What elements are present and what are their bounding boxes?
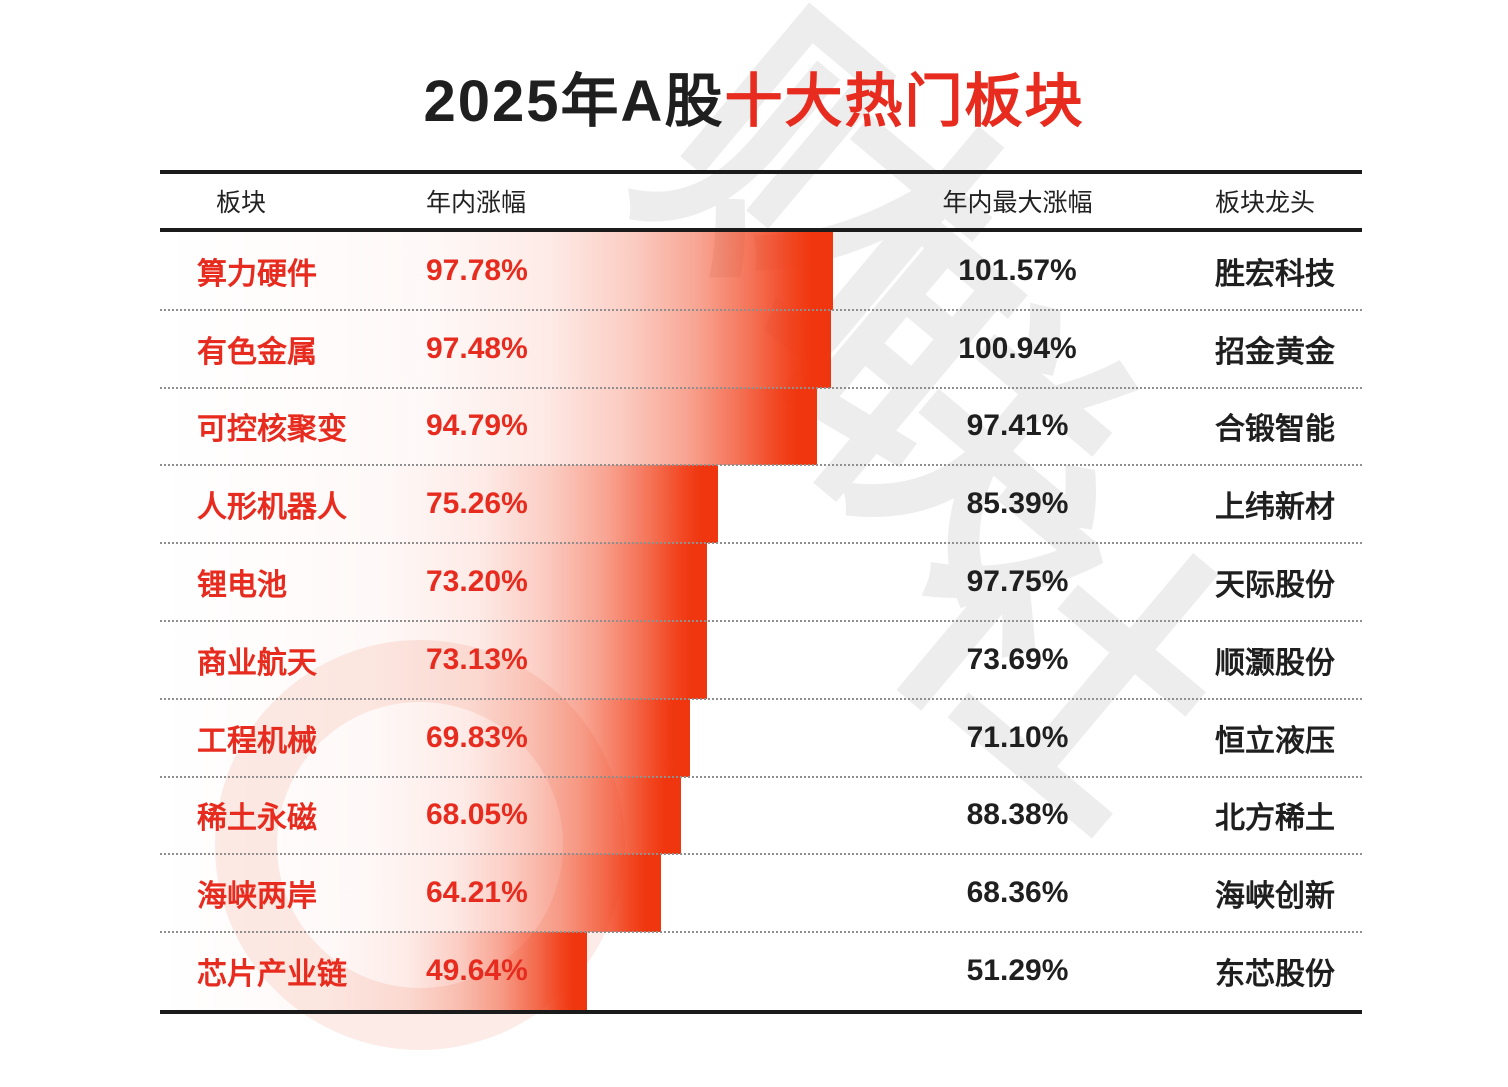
table-row: 人形机器人 75.26% 85.39% 上纬新材	[160, 465, 1362, 544]
sector-table: 板块 年内涨幅 年内最大涨幅 板块龙头 算力硬件 97.78% 101.57% …	[160, 170, 1362, 1014]
leader-name: 胜宏科技	[1215, 257, 1335, 291]
ytd-gain-bar	[160, 543, 707, 621]
sector-name: 稀土永磁	[197, 802, 317, 836]
table-row: 海峡两岸 64.21% 68.36% 海峡创新	[160, 854, 1362, 933]
sector-name: 海峡两岸	[197, 880, 317, 914]
max-gain-value: 101.57%	[958, 253, 1077, 287]
ytd-gain-bar	[160, 309, 831, 388]
max-gain-value: 68.36%	[966, 876, 1069, 910]
ytd-gain-value: 73.20%	[426, 565, 528, 599]
table-row: 工程机械 69.83% 71.10% 恒立液压	[160, 698, 1362, 778]
max-gain-value: 88.38%	[966, 798, 1069, 832]
ytd-gain-value: 94.79%	[426, 409, 528, 443]
leader-name: 顺灏股份	[1215, 646, 1335, 680]
sector-name: 工程机械	[197, 724, 317, 758]
max-gain-value: 85.39%	[966, 487, 1069, 521]
sector-name: 有色金属	[197, 335, 317, 369]
title-highlight: 十大热门板块	[724, 69, 1085, 134]
ytd-gain-value: 97.78%	[426, 253, 528, 287]
title-prefix: 2025年A股	[423, 69, 725, 134]
table-row: 芯片产业链 49.64% 51.29% 东芯股份	[160, 932, 1362, 1010]
leader-name: 北方稀土	[1215, 802, 1335, 836]
table-row: 锂电池 73.20% 97.75% 天际股份	[160, 543, 1362, 622]
leader-name: 海峡创新	[1215, 880, 1335, 914]
header-ytd-gain: 年内涨幅	[426, 189, 527, 217]
sector-name: 芯片产业链	[197, 958, 347, 992]
leader-name: 东芯股份	[1215, 958, 1335, 992]
sector-name: 可控核聚变	[197, 413, 347, 447]
ytd-gain-value: 69.83%	[426, 720, 528, 754]
max-gain-value: 71.10%	[966, 720, 1069, 754]
max-gain-value: 97.75%	[966, 565, 1069, 599]
leader-name: 天际股份	[1215, 569, 1335, 603]
table-row: 有色金属 97.48% 100.94% 招金黄金	[160, 309, 1362, 389]
max-gain-value: 97.41%	[966, 409, 1069, 443]
ytd-gain-value: 49.64%	[426, 954, 528, 988]
leader-name: 合锻智能	[1215, 413, 1335, 447]
ytd-gain-value: 68.05%	[426, 798, 528, 832]
sector-name: 商业航天	[197, 646, 317, 680]
max-gain-value: 51.29%	[966, 954, 1069, 988]
max-gain-value: 73.69%	[966, 642, 1069, 676]
ytd-gain-value: 73.13%	[426, 642, 528, 676]
ytd-gain-value: 75.26%	[426, 487, 528, 521]
sector-name: 人形机器人	[197, 491, 347, 525]
max-gain-value: 100.94%	[958, 331, 1077, 365]
leader-name: 上纬新材	[1215, 491, 1335, 525]
table-header: 板块 年内涨幅 年内最大涨幅 板块龙头	[160, 170, 1362, 232]
page-title: 2025年A股十大热门板块	[0, 70, 1508, 134]
table-body: 算力硬件 97.78% 101.57% 胜宏科技 有色金属 97.48% 100…	[160, 232, 1362, 1014]
ytd-gain-bar	[160, 465, 718, 544]
ytd-gain-bar	[160, 387, 817, 466]
sector-name: 锂电池	[197, 569, 287, 603]
table-row: 稀土永磁 68.05% 88.38% 北方稀土	[160, 776, 1362, 856]
table-row: 可控核聚变 94.79% 97.41% 合锻智能	[160, 387, 1362, 467]
table-row: 商业航天 73.13% 73.69% 顺灏股份	[160, 620, 1362, 700]
sector-name: 算力硬件	[197, 257, 317, 291]
header-leader: 板块龙头	[1215, 189, 1316, 217]
ytd-gain-value: 97.48%	[426, 331, 528, 365]
leader-name: 恒立液压	[1215, 724, 1335, 758]
header-max-gain: 年内最大涨幅	[942, 189, 1093, 217]
table-row: 算力硬件 97.78% 101.57% 胜宏科技	[160, 232, 1362, 311]
header-sector: 板块	[216, 189, 267, 217]
ytd-gain-bar	[160, 232, 833, 310]
leader-name: 招金黄金	[1215, 335, 1335, 369]
ytd-gain-value: 64.21%	[426, 876, 528, 910]
